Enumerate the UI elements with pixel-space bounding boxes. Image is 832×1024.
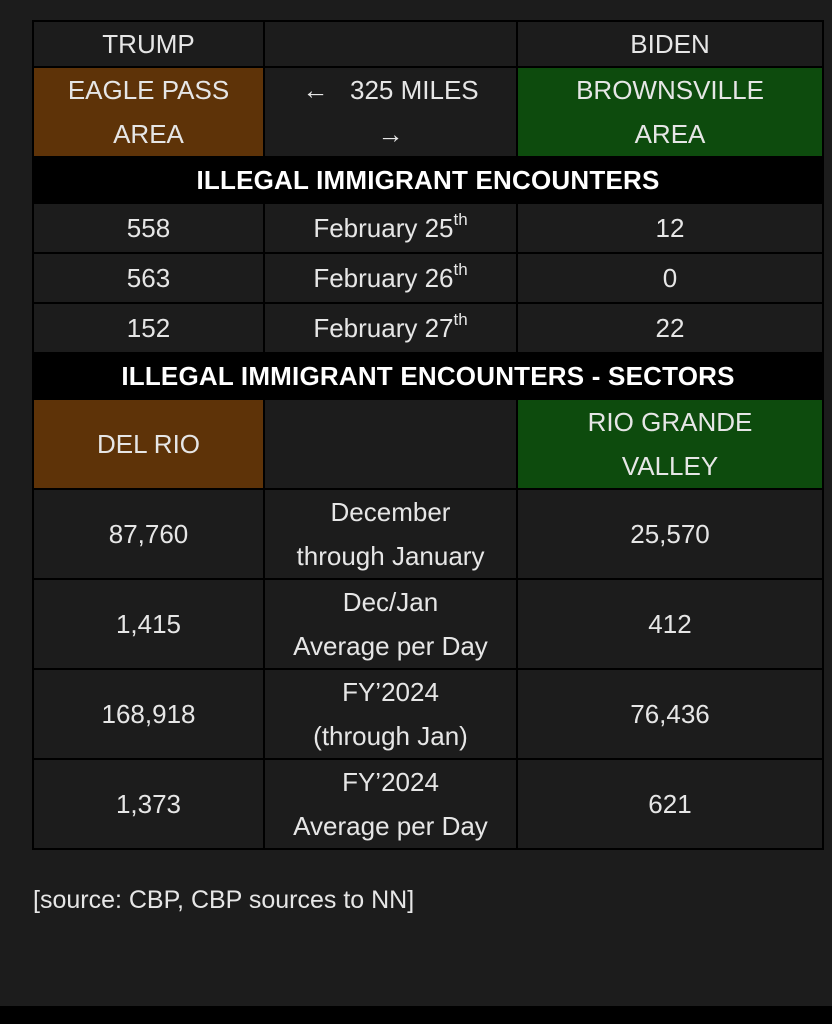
stat-label: December through January bbox=[263, 488, 518, 580]
stat-left-value: 1,415 bbox=[32, 578, 265, 670]
rio-grande-line1: RIO GRANDE bbox=[587, 407, 753, 437]
daily-left-value: 558 bbox=[32, 202, 265, 254]
daily-right-value: 12 bbox=[516, 202, 824, 254]
eagle-pass-line2: AREA bbox=[113, 119, 184, 149]
section-sectors-title: ILLEGAL IMMIGRANT ENCOUNTERS - SECTORS bbox=[32, 352, 824, 400]
daily-date: February 27th bbox=[263, 302, 518, 354]
header-middle bbox=[263, 20, 518, 68]
stat-row: 1,415 Dec/Jan Average per Day 412 bbox=[32, 578, 824, 670]
header-trump: TRUMP bbox=[32, 20, 265, 68]
stat-left-value: 87,760 bbox=[32, 488, 265, 580]
daily-date: February 25th bbox=[263, 202, 518, 254]
daily-left-value: 563 bbox=[32, 252, 265, 304]
stat-row: 1,373 FY’2024 Average per Day 621 bbox=[32, 758, 824, 850]
bottom-bar bbox=[0, 1006, 832, 1024]
sectors-middle-cell bbox=[263, 398, 518, 490]
daily-date-text: February 25 bbox=[313, 213, 454, 243]
daily-date-text: February 26 bbox=[313, 263, 454, 293]
section-sectors-row: ILLEGAL IMMIGRANT ENCOUNTERS - SECTORS bbox=[32, 352, 824, 400]
daily-right-value: 0 bbox=[516, 252, 824, 304]
daily-left-value: 152 bbox=[32, 302, 265, 354]
comparison-table: TRUMP BIDEN EAGLE PASS AREA ← 325 MILES … bbox=[32, 20, 824, 850]
stat-right-value: 412 bbox=[516, 578, 824, 670]
daily-date-suffix: th bbox=[453, 310, 468, 329]
daily-row: 152 February 27th 22 bbox=[32, 302, 824, 354]
stat-label-line1: Dec/Jan bbox=[342, 587, 439, 617]
stat-label-line2: Average per Day bbox=[293, 811, 488, 841]
daily-row: 563 February 26th 0 bbox=[32, 252, 824, 304]
stat-right-value: 76,436 bbox=[516, 668, 824, 760]
rio-grande-line2: VALLEY bbox=[621, 451, 719, 481]
stat-label: FY’2024 Average per Day bbox=[263, 758, 518, 850]
daily-date-text: February 27 bbox=[313, 313, 454, 343]
sectors-row: DEL RIO RIO GRANDE VALLEY bbox=[32, 398, 824, 490]
stat-left-value: 168,918 bbox=[32, 668, 265, 760]
stat-left-value: 1,373 bbox=[32, 758, 265, 850]
source-note: [source: CBP, CBP sources to NN] bbox=[33, 886, 415, 914]
distance-cell: ← 325 MILES → bbox=[263, 66, 518, 158]
brownsville-line1: BROWNSVILLE bbox=[576, 75, 764, 105]
stat-label-line2: Average per Day bbox=[293, 631, 488, 661]
section-encounters-row: ILLEGAL IMMIGRANT ENCOUNTERS bbox=[32, 156, 824, 204]
stat-label-line1: December bbox=[330, 497, 451, 527]
stat-label-line2: through January bbox=[296, 541, 485, 571]
stat-label-line1: FY’2024 bbox=[342, 767, 439, 797]
stat-label: Dec/Jan Average per Day bbox=[263, 578, 518, 670]
distance-line2: → bbox=[377, 119, 404, 149]
stat-label-line2: (through Jan) bbox=[313, 721, 468, 751]
daily-row: 558 February 25th 12 bbox=[32, 202, 824, 254]
section-encounters-title: ILLEGAL IMMIGRANT ENCOUNTERS bbox=[32, 156, 824, 204]
brownsville-cell: BROWNSVILLE AREA bbox=[516, 66, 824, 158]
eagle-pass-cell: EAGLE PASS AREA bbox=[32, 66, 265, 158]
header-row: TRUMP BIDEN bbox=[32, 20, 824, 68]
stat-row: 87,760 December through January 25,570 bbox=[32, 488, 824, 580]
daily-date-suffix: th bbox=[453, 210, 468, 229]
stat-right-value: 621 bbox=[516, 758, 824, 850]
del-rio-cell: DEL RIO bbox=[32, 398, 265, 490]
stat-row: 168,918 FY’2024 (through Jan) 76,436 bbox=[32, 668, 824, 760]
distance-line1: ← 325 MILES bbox=[302, 75, 479, 105]
stat-right-value: 25,570 bbox=[516, 488, 824, 580]
stat-label-line1: FY’2024 bbox=[342, 677, 439, 707]
stat-label: FY’2024 (through Jan) bbox=[263, 668, 518, 760]
header-biden: BIDEN bbox=[516, 20, 824, 68]
daily-right-value: 22 bbox=[516, 302, 824, 354]
eagle-pass-line1: EAGLE PASS bbox=[67, 75, 230, 105]
rio-grande-valley-cell: RIO GRANDE VALLEY bbox=[516, 398, 824, 490]
daily-date-suffix: th bbox=[453, 260, 468, 279]
brownsville-line2: AREA bbox=[634, 119, 706, 149]
location-row: EAGLE PASS AREA ← 325 MILES → BROWNSVILL… bbox=[32, 66, 824, 158]
daily-date: February 26th bbox=[263, 252, 518, 304]
